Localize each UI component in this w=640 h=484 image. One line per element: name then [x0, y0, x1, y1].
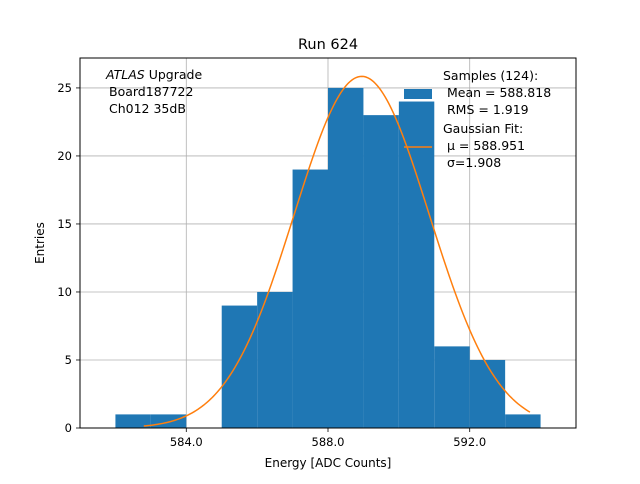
y-axis-label: Entries [33, 222, 47, 264]
histogram-bar [328, 87, 364, 429]
atlas-label: ATLAS [105, 67, 145, 82]
gaussian-fit-curve [143, 75, 531, 427]
x-tick-label: 592.0 [453, 435, 486, 449]
histogram-bar [292, 169, 328, 428]
histogram-bar [257, 291, 293, 428]
y-tick-label: 0 [65, 421, 72, 435]
annotation-rest: Upgrade [145, 67, 203, 82]
annotation-line: Board187722 [109, 84, 193, 99]
histogram-bar [363, 115, 399, 428]
x-tick-label: 588.0 [312, 435, 345, 449]
annotation-line: Ch012 35dB [109, 101, 186, 116]
legend: Samples (124): Mean = 588.818 RMS = 1.919 G… [404, 68, 551, 170]
histogram-bar [150, 414, 187, 428]
x-axis-label: Energy [ADC Counts] [265, 456, 392, 470]
histogram-bar [434, 346, 470, 428]
histogram-bar [398, 101, 435, 428]
legend-text: Mean = 588.818 [447, 85, 551, 100]
histogram-bar [505, 414, 541, 428]
legend-text: μ = 588.951 [447, 138, 525, 153]
y-tick-label: 15 [57, 217, 72, 231]
annotation-line: ATLAS Upgrade [105, 67, 202, 82]
histogram-bar [221, 305, 258, 428]
legend-text: Gaussian Fit: [443, 121, 523, 136]
legend-bar-handle [404, 89, 432, 99]
y-tick-label: 20 [57, 149, 72, 163]
legend-text: σ=1.908 [447, 155, 501, 170]
x-tick-label: 584.0 [170, 435, 203, 449]
bars-layer [115, 87, 541, 429]
y-tick-label: 5 [65, 353, 72, 367]
y-tick-label: 10 [57, 285, 72, 299]
ticks-layer: 584.0 588.0 592.0 0 5 10 15 20 25 [57, 81, 486, 449]
y-tick-label: 25 [57, 81, 72, 95]
annotation-block: ATLAS Upgrade Board187722 Ch012 35dB [105, 67, 202, 116]
legend-text: RMS = 1.919 [447, 102, 529, 117]
histogram-bar [115, 414, 151, 428]
histogram-bar [469, 359, 506, 428]
legend-text: Samples (124): [443, 68, 538, 83]
chart-title: Run 624 [298, 37, 358, 53]
